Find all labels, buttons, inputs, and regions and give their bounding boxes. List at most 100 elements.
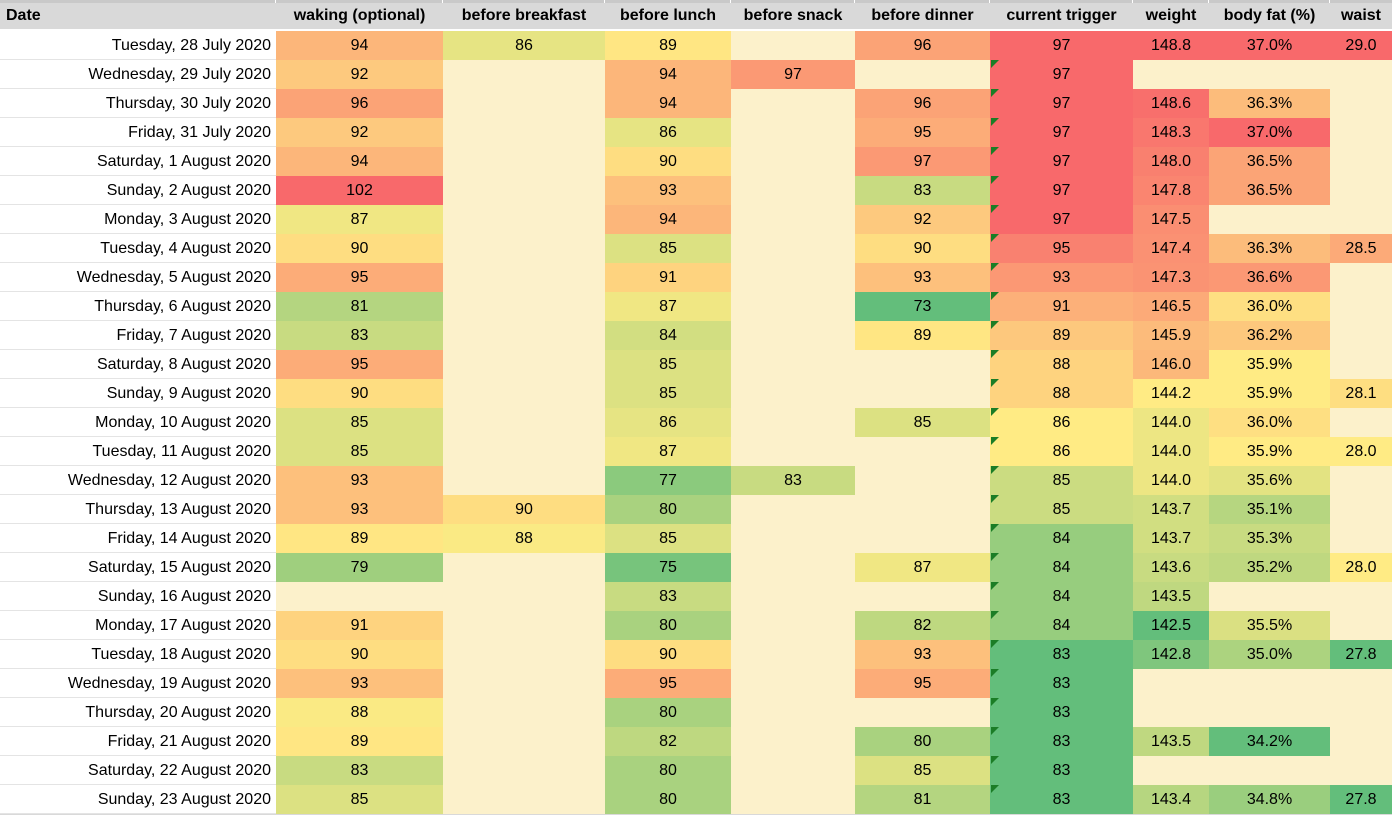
cell-snack[interactable] <box>731 582 855 611</box>
cell-dinner[interactable] <box>855 582 990 611</box>
cell-lunch[interactable]: 83 <box>605 582 731 611</box>
cell-breakfast[interactable] <box>443 205 605 234</box>
cell-lunch[interactable]: 93 <box>605 176 731 205</box>
cell-bodyfat[interactable]: 37.0% <box>1209 31 1330 60</box>
cell-trigger[interactable]: 89 <box>990 321 1133 350</box>
cell-trigger[interactable]: 83 <box>990 698 1133 727</box>
cell-snack[interactable] <box>731 147 855 176</box>
cell-date[interactable]: Wednesday, 12 August 2020 <box>0 466 276 495</box>
cell-bodyfat[interactable]: 35.5% <box>1209 611 1330 640</box>
cell-date[interactable]: Tuesday, 18 August 2020 <box>0 640 276 669</box>
cell-breakfast[interactable] <box>443 176 605 205</box>
cell-date[interactable]: Saturday, 1 August 2020 <box>0 147 276 176</box>
cell-trigger[interactable]: 83 <box>990 756 1133 785</box>
cell-dinner[interactable] <box>855 350 990 379</box>
cell-date[interactable]: Thursday, 13 August 2020 <box>0 495 276 524</box>
cell-dinner[interactable]: 81 <box>855 785 990 814</box>
cell-waist[interactable]: 28.0 <box>1330 553 1392 582</box>
cell-dinner[interactable]: 95 <box>855 669 990 698</box>
cell-trigger[interactable]: 86 <box>990 408 1133 437</box>
cell-trigger[interactable]: 97 <box>990 60 1133 89</box>
cell-waist[interactable] <box>1330 205 1392 234</box>
cell-waking[interactable]: 92 <box>276 118 443 147</box>
column-header-bodyfat[interactable]: body fat (%) <box>1209 3 1330 31</box>
cell-lunch[interactable]: 91 <box>605 263 731 292</box>
cell-lunch[interactable]: 75 <box>605 553 731 582</box>
cell-dinner[interactable]: 93 <box>855 640 990 669</box>
cell-weight[interactable]: 147.8 <box>1133 176 1209 205</box>
cell-dinner[interactable]: 85 <box>855 756 990 785</box>
cell-dinner[interactable]: 83 <box>855 176 990 205</box>
cell-date[interactable]: Saturday, 15 August 2020 <box>0 553 276 582</box>
cell-breakfast[interactable] <box>443 698 605 727</box>
cell-bodyfat[interactable]: 36.2% <box>1209 321 1330 350</box>
cell-dinner[interactable] <box>855 524 990 553</box>
cell-waking[interactable]: 85 <box>276 437 443 466</box>
cell-weight[interactable]: 142.8 <box>1133 640 1209 669</box>
cell-lunch[interactable]: 80 <box>605 495 731 524</box>
cell-breakfast[interactable]: 88 <box>443 524 605 553</box>
cell-trigger[interactable]: 85 <box>990 466 1133 495</box>
cell-lunch[interactable]: 85 <box>605 524 731 553</box>
cell-waking[interactable]: 79 <box>276 553 443 582</box>
cell-lunch[interactable]: 94 <box>605 89 731 118</box>
cell-trigger[interactable]: 93 <box>990 263 1133 292</box>
cell-snack[interactable] <box>731 698 855 727</box>
cell-waking[interactable]: 92 <box>276 60 443 89</box>
cell-breakfast[interactable] <box>443 408 605 437</box>
cell-trigger[interactable]: 84 <box>990 553 1133 582</box>
cell-waking[interactable]: 90 <box>276 234 443 263</box>
cell-snack[interactable] <box>731 524 855 553</box>
cell-weight[interactable]: 148.8 <box>1133 31 1209 60</box>
cell-lunch[interactable]: 86 <box>605 118 731 147</box>
column-header-weight[interactable]: weight <box>1133 3 1209 31</box>
cell-lunch[interactable]: 94 <box>605 60 731 89</box>
cell-weight[interactable]: 147.3 <box>1133 263 1209 292</box>
cell-waist[interactable] <box>1330 582 1392 611</box>
cell-snack[interactable]: 97 <box>731 60 855 89</box>
cell-snack[interactable] <box>731 379 855 408</box>
cell-breakfast[interactable] <box>443 553 605 582</box>
cell-waking[interactable]: 95 <box>276 263 443 292</box>
cell-snack[interactable] <box>731 553 855 582</box>
cell-dinner[interactable]: 96 <box>855 89 990 118</box>
cell-trigger[interactable]: 84 <box>990 524 1133 553</box>
cell-lunch[interactable]: 87 <box>605 437 731 466</box>
cell-snack[interactable] <box>731 321 855 350</box>
cell-breakfast[interactable] <box>443 263 605 292</box>
cell-waking[interactable]: 81 <box>276 292 443 321</box>
cell-trigger[interactable]: 83 <box>990 669 1133 698</box>
cell-trigger[interactable]: 95 <box>990 234 1133 263</box>
cell-date[interactable]: Wednesday, 29 July 2020 <box>0 60 276 89</box>
cell-snack[interactable] <box>731 785 855 814</box>
cell-waking[interactable]: 93 <box>276 466 443 495</box>
cell-waking[interactable]: 91 <box>276 611 443 640</box>
cell-breakfast[interactable] <box>443 234 605 263</box>
cell-date[interactable]: Thursday, 30 July 2020 <box>0 89 276 118</box>
cell-breakfast[interactable] <box>443 466 605 495</box>
cell-waking[interactable] <box>276 582 443 611</box>
cell-dinner[interactable]: 90 <box>855 234 990 263</box>
cell-breakfast[interactable] <box>443 60 605 89</box>
cell-lunch[interactable]: 82 <box>605 727 731 756</box>
cell-dinner[interactable] <box>855 495 990 524</box>
cell-waking[interactable]: 88 <box>276 698 443 727</box>
cell-dinner[interactable]: 80 <box>855 727 990 756</box>
cell-dinner[interactable]: 82 <box>855 611 990 640</box>
cell-weight[interactable] <box>1133 669 1209 698</box>
cell-date[interactable]: Sunday, 23 August 2020 <box>0 785 276 814</box>
cell-bodyfat[interactable] <box>1209 582 1330 611</box>
cell-dinner[interactable]: 85 <box>855 408 990 437</box>
cell-snack[interactable] <box>731 611 855 640</box>
cell-trigger[interactable]: 97 <box>990 205 1133 234</box>
cell-date[interactable]: Thursday, 20 August 2020 <box>0 698 276 727</box>
column-header-breakfast[interactable]: before breakfast <box>443 3 605 31</box>
cell-lunch[interactable]: 80 <box>605 698 731 727</box>
cell-snack[interactable] <box>731 31 855 60</box>
column-header-dinner[interactable]: before dinner <box>855 3 990 31</box>
cell-bodyfat[interactable]: 36.3% <box>1209 89 1330 118</box>
cell-trigger[interactable]: 84 <box>990 611 1133 640</box>
cell-weight[interactable]: 147.5 <box>1133 205 1209 234</box>
cell-waist[interactable] <box>1330 60 1392 89</box>
cell-waist[interactable] <box>1330 408 1392 437</box>
